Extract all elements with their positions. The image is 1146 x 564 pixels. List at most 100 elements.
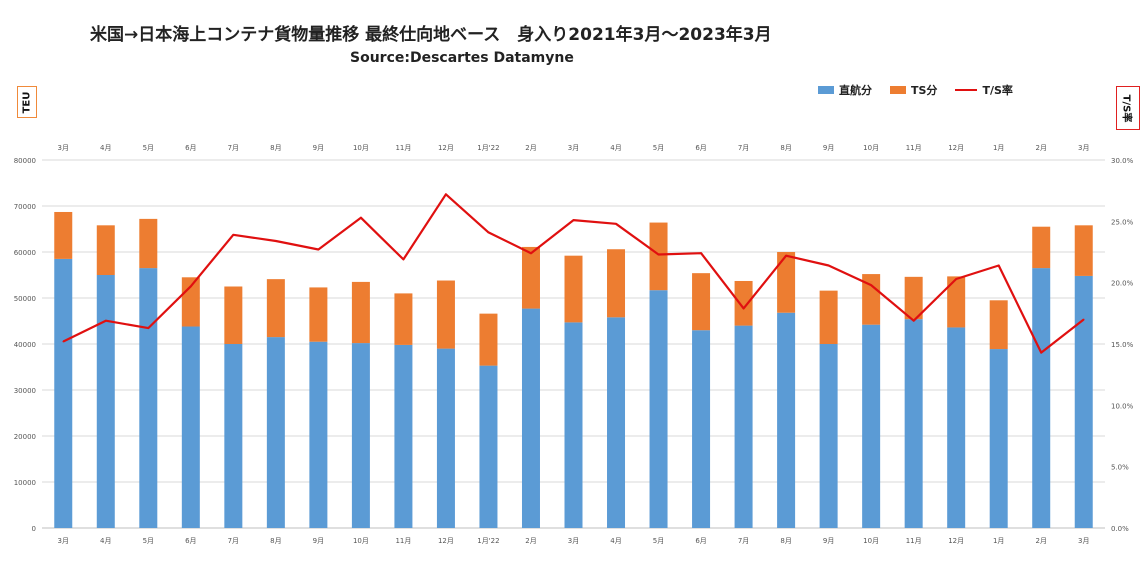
x-tick-label: 4月 (100, 537, 111, 545)
bar-direct (521, 308, 540, 528)
x-tick-label-top: 5月 (143, 144, 154, 152)
legend: 直航分 TS分 T/S率 (818, 82, 1013, 98)
bar-direct (394, 344, 413, 528)
y-tick-label: 50000 (14, 295, 36, 303)
y-axis-left-label: TEU (17, 86, 37, 118)
bar-direct (96, 275, 115, 528)
bar-direct (309, 341, 328, 528)
bar-direct (436, 348, 455, 528)
bar-ts (862, 274, 881, 325)
bar-ts (607, 249, 626, 318)
x-tick-label: 1月 (993, 537, 1004, 545)
bar-direct (862, 324, 881, 528)
ts-rate-point (1082, 318, 1085, 321)
ts-rate-point (487, 231, 490, 234)
ts-rate-point (445, 193, 447, 196)
ts-rate-point (997, 264, 1000, 267)
ts-rate-point (104, 319, 107, 322)
y-tick-label: 20000 (14, 433, 36, 441)
bar-ts (649, 222, 668, 291)
ts-rate-point (402, 258, 405, 261)
bar-direct (692, 330, 711, 528)
y2-tick-label: 5.0% (1111, 464, 1129, 472)
y2-tick-label: 25.0% (1111, 218, 1134, 226)
legend-item-ts: TS分 (890, 82, 937, 98)
bar-direct (607, 317, 626, 528)
y-tick-label: 0 (32, 525, 36, 533)
ts-rate-point (785, 254, 787, 257)
bar-ts (819, 290, 838, 344)
x-tick-label-top: 10月 (863, 144, 879, 152)
legend-swatch-direct (818, 86, 834, 94)
ts-rate-point (700, 252, 702, 255)
ts-rate-point (955, 278, 957, 280)
y-tick-label: 60000 (14, 249, 36, 257)
bar-ts (309, 287, 328, 342)
x-tick-label-top: 3月 (1078, 144, 1089, 152)
x-tick-label: 9月 (823, 537, 834, 545)
bar-direct (649, 290, 668, 528)
y-tick-label: 70000 (14, 203, 36, 211)
ts-rate-point (62, 340, 65, 343)
bar-ts (989, 300, 1008, 350)
x-tick-label: 2月 (525, 537, 536, 545)
bar-ts (1074, 225, 1093, 276)
x-tick-label: 5月 (143, 537, 154, 545)
x-tick-label: 8月 (780, 537, 791, 545)
x-tick-label-top: 1月 (993, 144, 1004, 152)
ts-rate-point (147, 327, 150, 329)
bar-ts (564, 255, 583, 323)
bar-direct (266, 337, 285, 528)
legend-label-ts-rate: T/S率 (982, 84, 1013, 97)
x-tick-label-top: 6月 (695, 144, 706, 152)
x-tick-label-top: 10月 (353, 144, 369, 152)
ts-rate-point (232, 234, 235, 236)
bar-direct (1032, 268, 1051, 528)
x-tick-label: 8月 (270, 537, 281, 545)
legend-item-ts-rate: T/S率 (955, 82, 1013, 98)
x-tick-label-top: 8月 (270, 144, 281, 152)
bar-direct (224, 344, 243, 528)
x-tick-label: 3月 (1078, 537, 1089, 545)
ts-rate-point (572, 219, 575, 221)
x-tick-label: 4月 (610, 537, 621, 545)
x-tick-label-top: 12月 (438, 144, 454, 152)
y-tick-label: 80000 (14, 157, 36, 165)
x-tick-label: 1月'22 (477, 537, 499, 545)
bar-direct (479, 365, 498, 528)
ts-rate-point (360, 216, 362, 219)
ts-rate-point (317, 248, 320, 251)
x-tick-label: 12月 (438, 537, 454, 545)
bar-ts (947, 276, 966, 328)
y-tick-label: 10000 (14, 479, 36, 487)
ts-rate-point (1040, 351, 1043, 354)
y2-tick-label: 10.0% (1111, 402, 1134, 410)
bar-ts (1032, 226, 1051, 269)
bar-ts (394, 293, 413, 345)
ts-rate-point (615, 222, 617, 225)
bar-ts (904, 276, 923, 320)
bar-ts (777, 252, 796, 313)
y-tick-label: 40000 (14, 341, 36, 349)
bar-ts (139, 218, 158, 269)
x-tick-label-top: 2月 (1035, 144, 1046, 152)
x-tick-label: 9月 (313, 537, 324, 545)
x-tick-label-top: 5月 (653, 144, 664, 152)
bar-ts (96, 225, 115, 275)
x-tick-label: 10月 (863, 537, 879, 545)
bar-direct (947, 327, 966, 528)
bar-ts (521, 246, 540, 309)
ts-rate-point (275, 240, 277, 242)
bar-ts (692, 273, 711, 331)
ts-rate-point (657, 253, 660, 256)
x-tick-label-top: 4月 (100, 144, 111, 152)
legend-label-direct: 直航分 (839, 84, 872, 97)
x-tick-label: 12月 (948, 537, 964, 545)
chart-subtitle: Source:Descartes Datamyne (350, 50, 574, 66)
bar-direct (564, 322, 583, 528)
bar-direct (181, 326, 200, 528)
bar-direct (734, 325, 753, 528)
bar-ts (436, 280, 455, 349)
bar-direct (989, 349, 1008, 528)
